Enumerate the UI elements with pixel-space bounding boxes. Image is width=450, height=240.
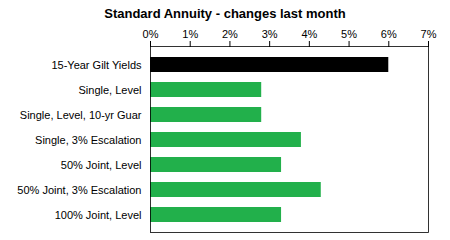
svg-text:50% Joint, Level: 50% Joint, Level — [61, 159, 142, 171]
svg-text:50% Joint, 3% Escalation: 50% Joint, 3% Escalation — [17, 184, 141, 196]
svg-text:1%: 1% — [182, 28, 198, 40]
svg-text:100% Joint, Level: 100% Joint, Level — [55, 209, 142, 221]
svg-text:15-Year Gilt Yields: 15-Year Gilt Yields — [51, 59, 142, 71]
svg-text:Single, 3% Escalation: Single, 3% Escalation — [35, 134, 141, 146]
svg-text:2%: 2% — [222, 28, 238, 40]
svg-text:Single, Level, 10-yr Guar: Single, Level, 10-yr Guar — [20, 109, 142, 121]
svg-text:3%: 3% — [262, 28, 278, 40]
svg-text:4%: 4% — [301, 28, 317, 40]
svg-text:5%: 5% — [341, 28, 357, 40]
svg-text:7%: 7% — [421, 28, 437, 40]
svg-text:0%: 0% — [143, 28, 159, 40]
html-text:Standard Annuity - changes las: Standard Annuity - changes last month — [104, 6, 346, 21]
svg-text:Single, Level: Single, Level — [79, 84, 142, 96]
svg-text:6%: 6% — [381, 28, 397, 40]
